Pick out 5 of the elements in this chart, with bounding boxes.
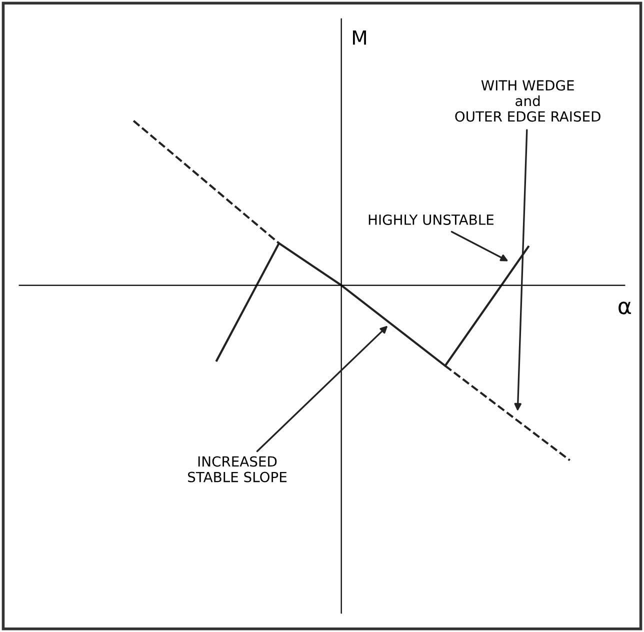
y-axis-title: M <box>353 30 366 45</box>
annotation: HIGHLY UNSTABLE <box>368 214 494 225</box>
x-axis-title: α <box>618 302 631 314</box>
annotation: INCREASED STABLE SLOPE <box>188 456 287 482</box>
annotation: WITH WEDGE and OUTER EDGE RAISED <box>455 80 600 122</box>
